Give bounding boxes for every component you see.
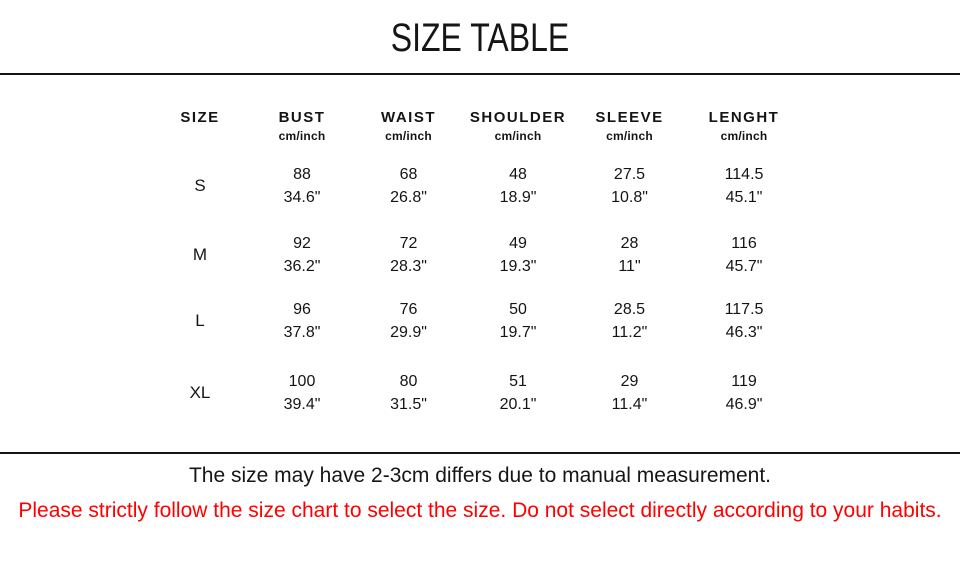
measurement-cell: 76 29.9" bbox=[354, 298, 463, 344]
cm-value: 48 bbox=[509, 166, 527, 183]
inch-value: 20.1" bbox=[499, 396, 537, 413]
cm-value: 80 bbox=[399, 373, 418, 390]
inch-value: 19.7" bbox=[499, 324, 537, 341]
cm-value: 96 bbox=[293, 301, 311, 318]
inch-value: 46.3" bbox=[725, 324, 763, 341]
inch-value: 11.4" bbox=[611, 396, 648, 413]
page-title: SIZE TABLE bbox=[390, 16, 570, 60]
size-label: XL bbox=[189, 383, 211, 402]
divider-top bbox=[0, 73, 960, 75]
measurement-cell: 100 39.4" bbox=[250, 370, 354, 416]
size-warning-note: Please strictly follow the size chart to… bbox=[18, 499, 942, 522]
column-unit-label: cm/inch bbox=[720, 129, 768, 143]
column-header-label: LENGHT bbox=[708, 109, 780, 126]
divider-bottom bbox=[0, 452, 960, 454]
measurement-cell: 80 31.5" bbox=[354, 370, 463, 416]
measurement-cell: 29 11.4" bbox=[573, 370, 686, 416]
column-header-lenght: LENGHT cm/inch bbox=[686, 108, 802, 144]
column-header-shoulder: SHOULDER cm/inch bbox=[463, 108, 573, 144]
cm-value: 116 bbox=[731, 235, 757, 252]
inch-value: 10.8" bbox=[611, 189, 648, 206]
inch-value: 37.8" bbox=[283, 324, 321, 341]
measurement-cell: 68 26.8" bbox=[354, 163, 463, 209]
measurement-cell: 116 45.7" bbox=[686, 232, 802, 278]
table-header-row: SIZE BUST cm/inch WAIST cm/inch SHOULDER cm/in… bbox=[150, 108, 802, 144]
cm-value: 28.5 bbox=[613, 301, 646, 318]
column-header-label: BUST bbox=[278, 109, 326, 126]
cm-value: 117.5 bbox=[724, 301, 764, 318]
measurement-cell: 48 18.9" bbox=[463, 163, 573, 209]
cm-value: 27.5 bbox=[613, 166, 646, 183]
column-header-sleeve: SLEEVE cm/inch bbox=[573, 108, 686, 144]
measurement-cell: 114.5 45.1" bbox=[686, 163, 802, 209]
cm-value: 50 bbox=[509, 301, 527, 318]
cm-value: 28 bbox=[620, 235, 639, 252]
inch-value: 29.9" bbox=[390, 324, 427, 341]
measurement-cell: 92 36.2" bbox=[250, 232, 354, 278]
table-row-size-s: S 88 34.6" 68 26.8" 48 18.9" 27.5 10.8" 114.5 45.1… bbox=[150, 163, 802, 209]
cm-value: 68 bbox=[399, 166, 418, 183]
measurement-cell: 28 11" bbox=[573, 232, 686, 278]
cm-value: 76 bbox=[399, 301, 418, 318]
measurement-cell: 27.5 10.8" bbox=[573, 163, 686, 209]
column-unit-label: cm/inch bbox=[606, 129, 653, 143]
inch-value: 46.9" bbox=[725, 396, 763, 413]
column-header-label: SLEEVE bbox=[595, 109, 664, 126]
measurement-cell: 28.5 11.2" bbox=[573, 298, 686, 344]
column-header-waist: WAIST cm/inch bbox=[354, 108, 463, 144]
measurement-cell: 117.5 46.3" bbox=[686, 298, 802, 344]
inch-value: 11.2" bbox=[611, 324, 648, 341]
column-unit-label: cm/inch bbox=[385, 129, 432, 143]
cm-value: 88 bbox=[293, 166, 311, 183]
cm-value: 51 bbox=[509, 373, 527, 390]
measurement-cell: 49 19.3" bbox=[463, 232, 573, 278]
inch-value: 45.1" bbox=[725, 189, 763, 206]
inch-value: 34.6" bbox=[283, 189, 321, 206]
inch-value: 26.8" bbox=[390, 189, 427, 206]
inch-value: 18.9" bbox=[499, 189, 537, 206]
size-label: L bbox=[195, 311, 205, 330]
table-row-size-xl: XL 100 39.4" 80 31.5" 51 20.1" 29 11.4" 119 46.9" bbox=[150, 370, 802, 416]
cm-value: 114.5 bbox=[724, 166, 764, 183]
column-header-label: WAIST bbox=[381, 109, 436, 126]
inch-value: 11" bbox=[618, 258, 641, 275]
measurement-cell: 50 19.7" bbox=[463, 298, 573, 344]
cm-value: 29 bbox=[620, 373, 639, 390]
cm-value: 119 bbox=[731, 373, 757, 390]
measurement-cell: 72 28.3" bbox=[354, 232, 463, 278]
table-body: S 88 34.6" 68 26.8" 48 18.9" 27.5 10.8" 114.5 45.1… bbox=[150, 163, 802, 416]
column-header-bust: BUST cm/inch bbox=[250, 108, 354, 144]
size-label: S bbox=[194, 176, 206, 195]
measurement-cell: 96 37.8" bbox=[250, 298, 354, 344]
inch-value: 39.4" bbox=[283, 396, 321, 413]
table-row-size-m: M 92 36.2" 72 28.3" 49 19.3" 28 11" 116 45.7" bbox=[150, 232, 802, 278]
cm-value: 72 bbox=[399, 235, 418, 252]
column-header-label: SIZE bbox=[180, 109, 220, 126]
measurement-note: The size may have 2-3cm differs due to m… bbox=[188, 464, 772, 487]
inch-value: 19.3" bbox=[499, 258, 537, 275]
measurement-cell: 51 20.1" bbox=[463, 370, 573, 416]
table-row-size-l: L 96 37.8" 76 29.9" 50 19.7" 28.5 11.2" 117.5 46.3… bbox=[150, 298, 802, 344]
size-table: SIZE BUST cm/inch WAIST cm/inch SHOULDER cm/in… bbox=[150, 108, 802, 416]
size-label: M bbox=[192, 245, 208, 264]
measurement-cell: 119 46.9" bbox=[686, 370, 802, 416]
inch-value: 36.2" bbox=[283, 258, 321, 275]
cm-value: 100 bbox=[288, 373, 316, 390]
column-unit-label: cm/inch bbox=[494, 129, 542, 143]
cm-value: 49 bbox=[509, 235, 527, 252]
inch-value: 31.5" bbox=[390, 396, 427, 413]
cm-value: 92 bbox=[293, 235, 311, 252]
column-header-size: SIZE bbox=[150, 108, 250, 144]
column-unit-label: cm/inch bbox=[278, 129, 326, 143]
inch-value: 28.3" bbox=[390, 258, 427, 275]
measurement-cell: 88 34.6" bbox=[250, 163, 354, 209]
column-header-label: SHOULDER bbox=[469, 109, 567, 126]
inch-value: 45.7" bbox=[725, 258, 763, 275]
